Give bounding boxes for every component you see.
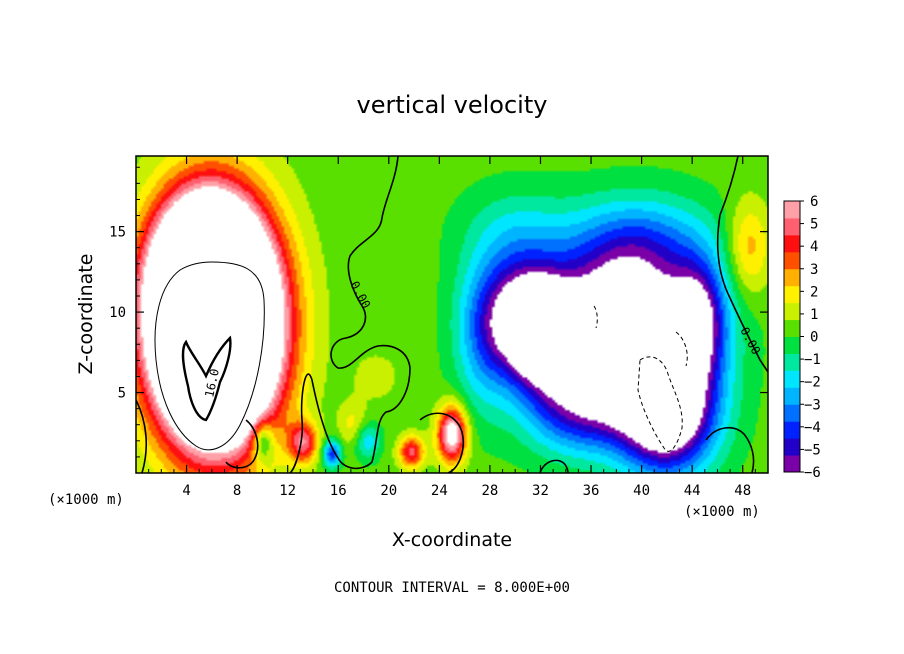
y-tick-label: 10 xyxy=(109,305,126,321)
contour-neg-b xyxy=(675,331,688,367)
colorbar-tick-label: 6 xyxy=(810,194,818,210)
x-tick-label: 36 xyxy=(583,483,600,499)
y-tick-label: 5 xyxy=(118,386,126,402)
x-tick-label: 48 xyxy=(734,483,751,499)
y-tick-label: 15 xyxy=(109,225,126,241)
colorbar-tick-label: −6 xyxy=(804,465,821,481)
contour-zero-b xyxy=(716,156,768,373)
colorbar-tick-label: −1 xyxy=(804,352,821,368)
x-unit-label-right: (×1000 m) xyxy=(684,504,760,520)
x-tick-label: 40 xyxy=(633,483,650,499)
y-axis: 5 10 15 xyxy=(109,166,768,458)
x-tick-label: 8 xyxy=(233,483,241,499)
contour-neg-a xyxy=(637,356,683,452)
x-tick-label: 44 xyxy=(684,483,701,499)
x-tick-label: 28 xyxy=(481,483,498,499)
colorbar-swatch xyxy=(784,285,800,304)
x-tick-label: 4 xyxy=(182,483,190,499)
colorbar-tick-label: −4 xyxy=(804,420,821,436)
colorbar-swatch xyxy=(784,455,800,473)
colorbar-swatch xyxy=(784,302,800,321)
colorbar-swatch xyxy=(784,336,800,354)
colorbar-tick-label: 1 xyxy=(810,307,818,323)
x-axis: 4 8 12 16 20 24 28 32 36 40 44 48 xyxy=(148,156,756,499)
colorbar-tick-label: −3 xyxy=(804,397,821,413)
colorbar-tick-label: −5 xyxy=(804,442,821,458)
colorbar-tick-label: 2 xyxy=(810,284,818,300)
colorbar-swatch xyxy=(784,201,800,219)
x-tick-label: 32 xyxy=(532,483,549,499)
x-tick-label: 12 xyxy=(279,483,296,499)
contour-zero-d xyxy=(136,399,148,473)
contour-zero-f xyxy=(419,412,464,473)
x-axis-title: X-coordinate xyxy=(392,529,512,551)
contour-neg-c xyxy=(593,305,598,329)
heatmap-field xyxy=(136,156,768,473)
colorbar-swatch xyxy=(784,353,800,371)
colorbar-tick-label: 3 xyxy=(810,262,818,278)
colorbar-tick-label: 5 xyxy=(810,217,818,233)
colorbar-swatch xyxy=(784,387,800,405)
colorbar-swatch xyxy=(784,438,800,456)
colorbar-swatch xyxy=(784,319,800,337)
colorbar-tick-label: 4 xyxy=(810,239,818,255)
colorbar: 6 5 4 3 2 1 0 −1 −2 −3 −4 −5 −6 xyxy=(783,194,821,481)
contour-zero-c xyxy=(705,427,755,473)
x-tick-label: 24 xyxy=(431,483,448,499)
contour-16-inner xyxy=(181,335,232,422)
colorbar-swatch xyxy=(784,217,800,236)
colorbar-swatch xyxy=(784,421,800,439)
contour-zero-e xyxy=(225,419,259,469)
colorbar-swatch xyxy=(784,404,800,422)
x-unit-label-left: (×1000 m) xyxy=(48,492,124,508)
x-tick-label: 16 xyxy=(330,483,347,499)
colorbar-swatch xyxy=(784,370,800,388)
y-axis-title: Z-coordinate xyxy=(75,254,97,375)
colorbar-swatch xyxy=(784,268,800,287)
contour-interval-note: CONTOUR INTERVAL = 8.000E+00 xyxy=(334,580,570,596)
colorbar-swatch xyxy=(784,251,800,270)
heatmap-image xyxy=(136,156,768,473)
x-tick-label: 20 xyxy=(380,483,397,499)
colorbar-tick-label: −2 xyxy=(804,375,821,391)
contour-16-outer xyxy=(154,261,265,451)
chart-title: vertical velocity xyxy=(357,91,548,119)
contour-zero-a xyxy=(289,156,411,473)
colorbar-swatch xyxy=(784,234,800,253)
colorbar-tick-label: 0 xyxy=(810,330,818,346)
contour-label-b: 16.0 xyxy=(202,367,222,398)
